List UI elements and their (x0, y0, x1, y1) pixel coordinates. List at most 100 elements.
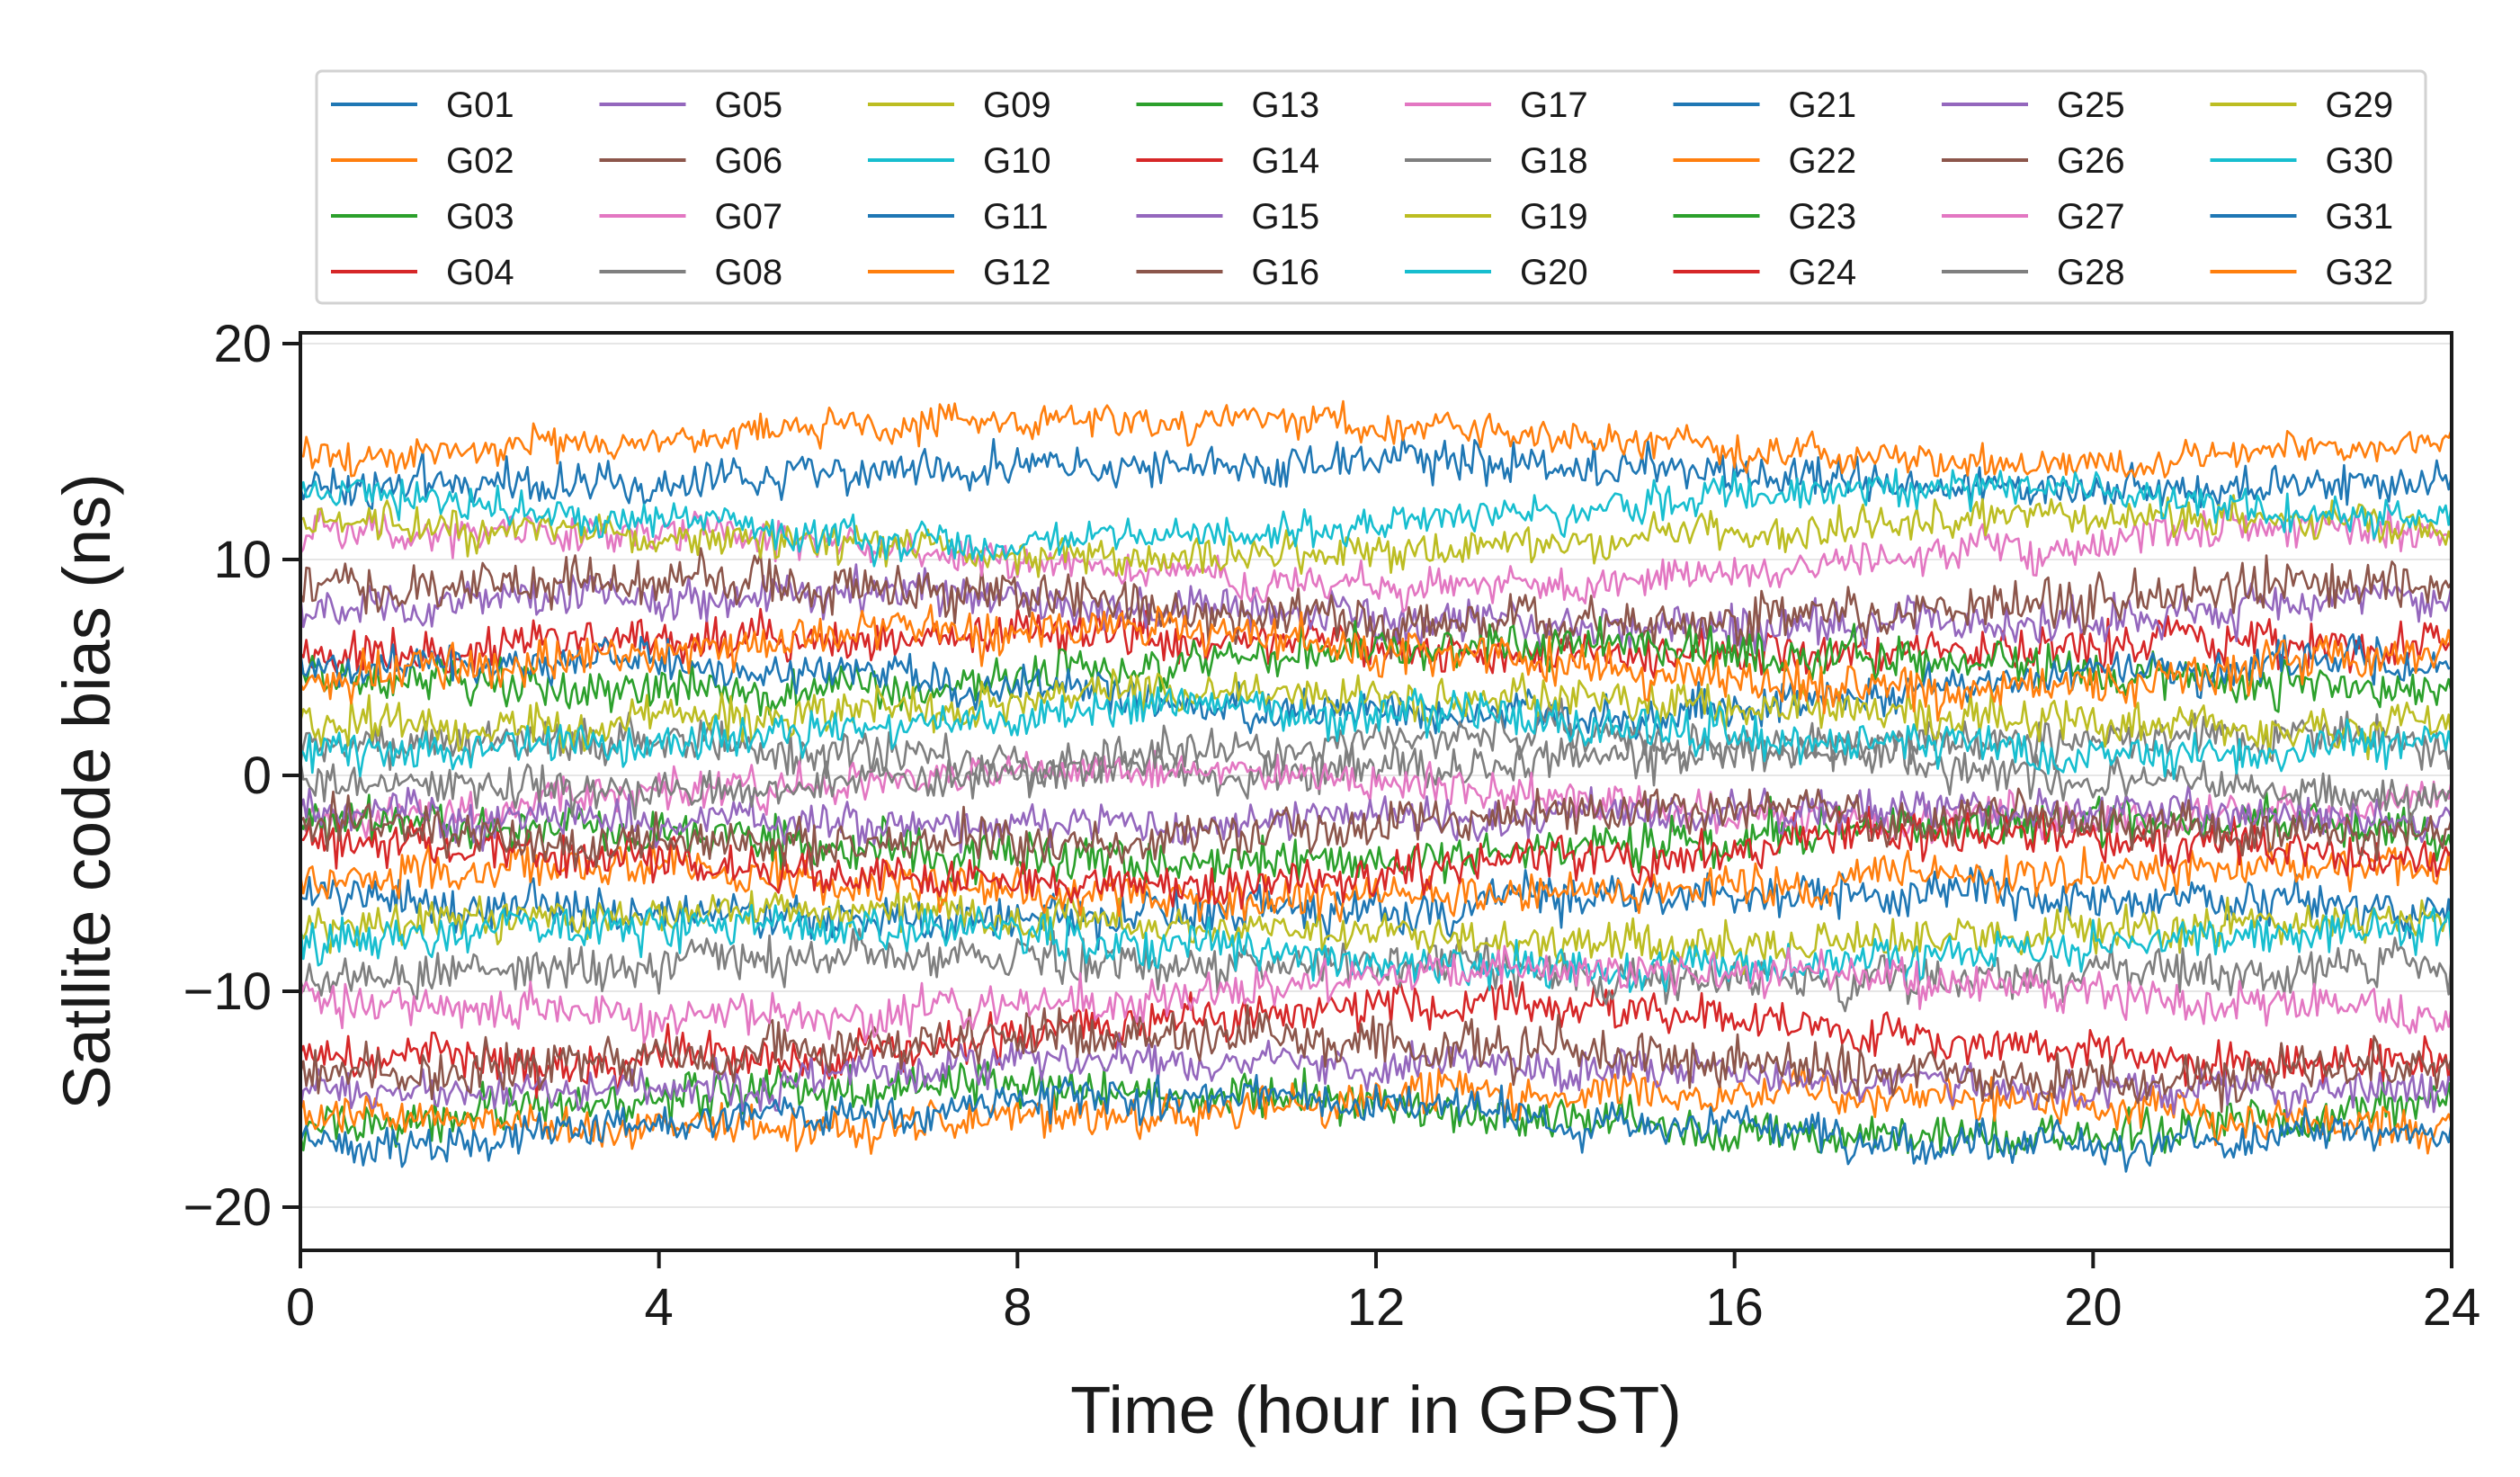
legend-label: G30 (2326, 141, 2394, 181)
legend-label: G29 (2326, 85, 2394, 125)
legend-item-g30: G30 (2210, 141, 2394, 181)
series-line-g01 (300, 434, 2452, 510)
series-line-g15 (300, 1033, 2452, 1119)
legend-item-g02: G02 (331, 141, 514, 181)
x-tick-label: 8 (1003, 1278, 1032, 1337)
series-line-g30 (300, 685, 2452, 781)
series-line-g10 (300, 468, 2452, 568)
legend-item-g22: G22 (1673, 141, 1857, 181)
legend-label: G09 (983, 85, 1051, 125)
legend-item-g11: G11 (868, 197, 1049, 237)
series-line-g28 (300, 697, 2452, 825)
series-line-g09 (300, 494, 2452, 578)
series-line-g05 (300, 563, 2452, 655)
legend-label: G24 (1789, 253, 1857, 292)
legend-item-g17: G17 (1405, 85, 1588, 125)
legend-item-g09: G09 (868, 85, 1051, 125)
legend-label: G26 (2057, 141, 2125, 181)
y-tick-label: 20 (213, 315, 272, 373)
legend-label: G31 (2326, 197, 2394, 237)
legend-item-g32: G32 (2210, 253, 2394, 292)
legend-item-g15: G15 (1136, 197, 1320, 237)
legend-item-g08: G08 (599, 253, 783, 292)
series-line-g07 (300, 504, 2452, 613)
legend-label: G06 (715, 141, 783, 181)
legend-label: G23 (1789, 197, 1857, 237)
series-line-g06 (300, 547, 2452, 660)
legend-item-g25: G25 (1942, 85, 2125, 125)
legend-item-g21: G21 (1673, 85, 1856, 125)
legend-label: G18 (1520, 141, 1588, 181)
legend-label: G04 (446, 253, 514, 292)
legend-item-g24: G24 (1673, 253, 1857, 292)
series-line-g27 (300, 944, 2452, 1044)
legend-item-g07: G07 (599, 197, 782, 237)
x-tick-label: 0 (286, 1278, 315, 1337)
y-tick-label: −10 (183, 962, 272, 1021)
x-tick-label: 16 (1705, 1278, 1764, 1337)
legend-item-g12: G12 (868, 253, 1051, 292)
legend-label: G08 (715, 253, 783, 292)
x-tick-label: 24 (2423, 1278, 2481, 1337)
legend-item-g23: G23 (1673, 197, 1857, 237)
legend-item-g26: G26 (1942, 141, 2125, 181)
series-line-g26 (300, 787, 2452, 871)
series-line-g20 (300, 903, 2452, 993)
legend-label: G05 (715, 85, 783, 125)
y-axis-label: Satllite code bias (ns) (49, 473, 124, 1109)
x-tick-label: 4 (645, 1278, 674, 1337)
legend-item-g31: G31 (2210, 197, 2394, 237)
legend-item-g01: G01 (331, 85, 514, 125)
series-line-g22 (300, 840, 2452, 923)
series-line-g29 (300, 667, 2452, 761)
legend-label: G27 (2057, 197, 2125, 237)
legend-label: G28 (2057, 253, 2125, 292)
legend-item-g05: G05 (599, 85, 783, 125)
legend-label: G32 (2326, 253, 2394, 292)
legend-item-g28: G28 (1942, 253, 2125, 292)
series-line-g17 (300, 749, 2452, 847)
series-line-g19 (300, 887, 2452, 975)
legend-label: G12 (983, 253, 1051, 292)
legend-label: G22 (1789, 141, 1857, 181)
series-line-g23 (300, 791, 2452, 886)
legend-label: G13 (1252, 85, 1320, 125)
y-tick-label: 10 (213, 531, 272, 589)
series-line-g16 (300, 1004, 2452, 1114)
legend-item-g13: G13 (1136, 85, 1320, 125)
legend-label: G03 (446, 197, 514, 237)
legend-item-g18: G18 (1405, 141, 1588, 181)
legend-item-g19: G19 (1405, 197, 1588, 237)
legend-label: G14 (1252, 141, 1320, 181)
legend-label: G11 (983, 197, 1049, 237)
legend-label: G15 (1252, 197, 1320, 237)
series-line-g02 (300, 399, 2452, 479)
legend-label: G17 (1520, 85, 1588, 125)
legend-item-g20: G20 (1405, 253, 1588, 292)
y-tick-label: −20 (183, 1178, 272, 1237)
x-tick-label: 20 (2064, 1278, 2122, 1337)
legend-label: G20 (1520, 253, 1588, 292)
series-line-g31 (300, 1073, 2452, 1173)
x-tick-label: 12 (1347, 1278, 1406, 1337)
legend-item-g03: G03 (331, 197, 514, 237)
legend-item-g27: G27 (1942, 197, 2125, 237)
legend-item-g14: G14 (1136, 141, 1320, 181)
plot-axes: 0 4 8 12 16 20 24 −20 −10 0 10 20 Time (hour in GP… (49, 315, 2480, 1447)
series-line-g14 (300, 980, 2452, 1099)
legend-label: G10 (983, 141, 1051, 181)
legend: G01 G02 G03 G04 G05 G06 G07 G08 G09 G10 G11 G12 G13 G… (315, 69, 2427, 305)
series-line-g24 (300, 805, 2452, 910)
legend-label: G01 (446, 85, 514, 125)
legend-item-g10: G10 (868, 141, 1051, 181)
x-axis-label: Time (hour in GPST) (1070, 1373, 1682, 1447)
legend-item-g06: G06 (599, 141, 783, 181)
legend-label: G25 (2057, 85, 2125, 125)
legend-frame (315, 69, 2427, 305)
y-tick-label: 0 (243, 747, 272, 805)
legend-item-g16: G16 (1136, 253, 1320, 292)
legend-label: G16 (1252, 253, 1320, 292)
legend-item-g29: G29 (2210, 85, 2394, 125)
series-line-g32 (300, 604, 2452, 722)
